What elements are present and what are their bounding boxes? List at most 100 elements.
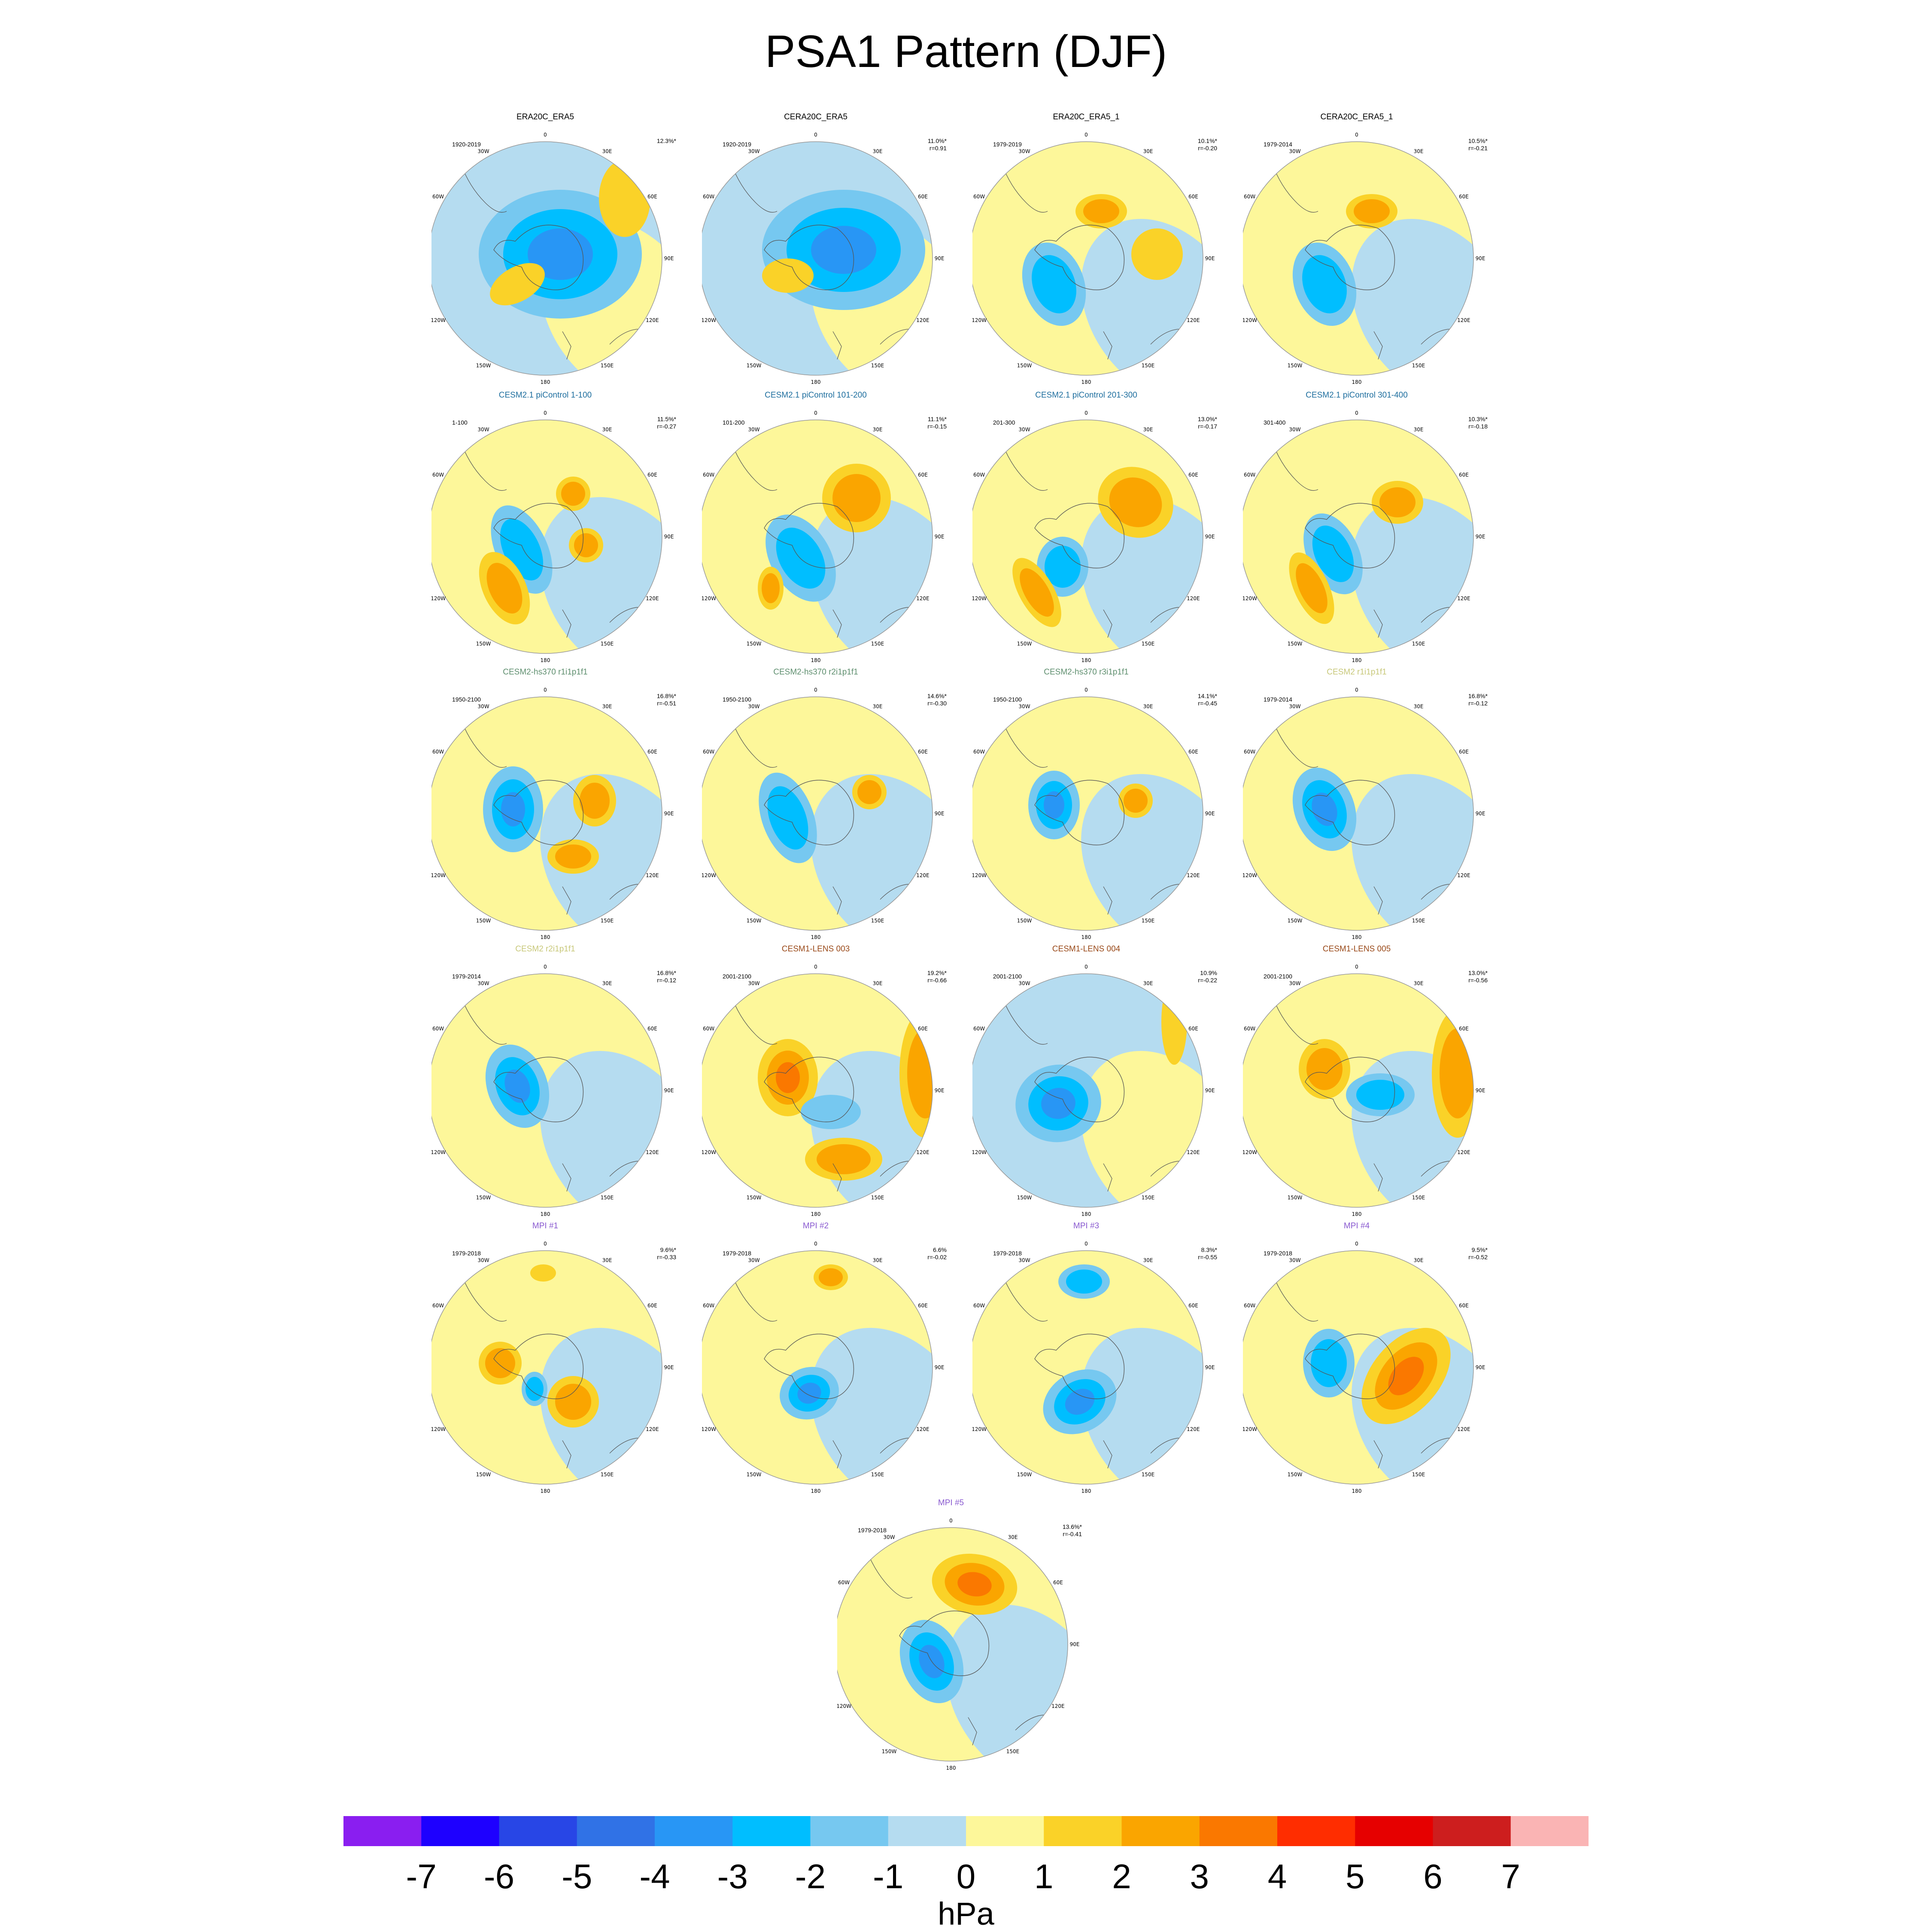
longitude-label: 90E bbox=[1205, 811, 1215, 817]
longitude-label: 30E bbox=[1143, 149, 1153, 155]
panel-title: ERA20C_ERA5 bbox=[516, 112, 574, 122]
antarctica-outline bbox=[764, 503, 854, 568]
longitude-label: 120E bbox=[1187, 595, 1200, 601]
map-boundary bbox=[702, 696, 933, 931]
longitude-label: 150E bbox=[1142, 641, 1155, 647]
anomaly-region bbox=[1081, 1051, 1203, 1207]
map-boundary bbox=[1243, 696, 1474, 931]
map-panel: 030E60E90E120E150E180150W120W90W60W30WCE… bbox=[1243, 391, 1509, 665]
longitude-label: 180 bbox=[1352, 379, 1362, 385]
panel-title: CESM2.1 piControl 1-100 bbox=[498, 391, 592, 400]
longitude-label: 150W bbox=[747, 1194, 762, 1200]
map-boundary bbox=[431, 1250, 662, 1485]
new-zealand-outline bbox=[1103, 331, 1112, 360]
longitude-label: 150W bbox=[882, 1748, 897, 1754]
panel-title: CESM2.1 piControl 301-400 bbox=[1306, 391, 1408, 400]
colorbar-swatch bbox=[1355, 1816, 1433, 1846]
longitude-label: 0 bbox=[814, 132, 817, 138]
longitude-label: 120W bbox=[431, 595, 446, 601]
polar-map: 030E60E90E120E150E180150W120W90W60W30W bbox=[1243, 132, 1485, 385]
longitude-label: 150W bbox=[1017, 1194, 1032, 1200]
antarctica-outline bbox=[493, 1057, 583, 1122]
longitude-label: 180 bbox=[1352, 657, 1362, 663]
longitude-label: 150W bbox=[476, 917, 491, 923]
new-zealand-outline bbox=[832, 609, 842, 638]
polar-map: 030E60E90E120E150E180150W120W90W60W30W bbox=[431, 132, 674, 385]
map-boundary bbox=[837, 1527, 1068, 1762]
map-panel: 030E60E90E120E150E180150W120W90W60W30WCE… bbox=[431, 668, 698, 942]
anomaly-region bbox=[1081, 1327, 1203, 1484]
longitude-label: 30W bbox=[748, 704, 759, 710]
longitude-label: 120W bbox=[1243, 317, 1257, 323]
negative-anomaly bbox=[526, 1377, 544, 1401]
longitude-label: 150W bbox=[1017, 917, 1032, 923]
longitude-label: 30W bbox=[748, 981, 759, 987]
longitude-label: 120E bbox=[1187, 1149, 1200, 1155]
longitude-label: 120E bbox=[646, 1149, 659, 1155]
panel-correlation: r=-0.12 bbox=[657, 977, 676, 984]
colorbar-tick-label: 1 bbox=[1034, 1857, 1054, 1896]
longitude-label: 30E bbox=[1008, 1534, 1018, 1540]
map-panel: 030E60E90E120E150E180150W120W90W60W30WCE… bbox=[972, 668, 1239, 942]
new-zealand-outline bbox=[1103, 1163, 1112, 1192]
panel-variance-explained: 11.1%* bbox=[927, 416, 947, 422]
colorbar-tick-label: -6 bbox=[483, 1857, 515, 1896]
longitude-label: 60W bbox=[703, 472, 714, 478]
map-panel: 030E60E90E120E150E180150W120W90W60W30WER… bbox=[972, 112, 1239, 387]
panel-correlation: r=-0.41 bbox=[1063, 1531, 1082, 1537]
longitude-label: 120E bbox=[916, 1426, 930, 1432]
antarctica-outline bbox=[764, 225, 854, 290]
longitude-label: 90E bbox=[1205, 255, 1215, 261]
longitude-label: 30E bbox=[602, 1258, 612, 1264]
longitude-label: 0 bbox=[1355, 132, 1358, 138]
negative-anomaly bbox=[1065, 1388, 1095, 1415]
longitude-label: 150W bbox=[1288, 1194, 1303, 1200]
longitude-label: 120E bbox=[1187, 872, 1200, 878]
panel-variance-explained: 19.2%* bbox=[927, 969, 947, 976]
longitude-label: 60E bbox=[1053, 1580, 1063, 1586]
map-panel: 030E60E90E120E150E180150W120W90W60W30WCE… bbox=[1243, 668, 1509, 942]
longitude-label: 60E bbox=[1459, 1303, 1469, 1309]
longitude-label: 60E bbox=[918, 194, 928, 200]
longitude-label: 60E bbox=[1459, 472, 1469, 478]
panel-period: 201-300 bbox=[993, 419, 1015, 426]
longitude-label: 60E bbox=[647, 749, 657, 755]
positive-anomaly bbox=[574, 533, 598, 557]
longitude-label: 150W bbox=[1017, 641, 1032, 647]
panel-period: 1979-2018 bbox=[452, 1250, 481, 1257]
longitude-label: 30W bbox=[1018, 1258, 1030, 1264]
longitude-label: 0 bbox=[1084, 687, 1088, 693]
panel-title: MPI #4 bbox=[1343, 1221, 1370, 1230]
negative-anomaly bbox=[1312, 793, 1337, 826]
longitude-label: 60W bbox=[1244, 472, 1255, 478]
longitude-label: 180 bbox=[811, 1488, 821, 1494]
map-panel: 030E60E90E120E150E180150W120W90W60W30WMP… bbox=[431, 1221, 698, 1496]
negative-anomaly bbox=[1356, 1080, 1404, 1110]
map-panel: 030E60E90E120E150E180150W120W90W60W30WCE… bbox=[702, 945, 968, 1219]
longitude-label: 90E bbox=[664, 1364, 674, 1370]
longitude-label: 90E bbox=[1476, 811, 1485, 817]
longitude-label: 60W bbox=[432, 1026, 444, 1032]
polar-map: 030E60E90E120E150E180150W120W90W60W30W bbox=[431, 410, 674, 663]
new-zealand-outline bbox=[832, 1440, 842, 1469]
panel-variance-explained: 10.5%* bbox=[1468, 137, 1488, 144]
colorbar-units: hPa bbox=[938, 1896, 994, 1932]
panel-title: MPI #3 bbox=[1073, 1221, 1100, 1230]
longitude-label: 0 bbox=[544, 687, 547, 693]
positive-anomaly bbox=[1109, 477, 1162, 527]
colorbar-swatch bbox=[1121, 1816, 1200, 1846]
panel-period: 1979-2014 bbox=[1264, 696, 1292, 703]
longitude-label: 0 bbox=[1084, 964, 1088, 970]
panel-correlation: r=-0.15 bbox=[927, 423, 947, 430]
longitude-label: 120E bbox=[1457, 1149, 1470, 1155]
longitude-label: 90E bbox=[664, 255, 674, 261]
longitude-label: 180 bbox=[541, 1488, 550, 1494]
longitude-label: 60E bbox=[918, 472, 928, 478]
longitude-label: 0 bbox=[544, 132, 547, 138]
longitude-label: 90E bbox=[664, 811, 674, 817]
new-zealand-outline bbox=[562, 1163, 571, 1192]
panel-variance-explained: 11.5%* bbox=[657, 416, 676, 422]
longitude-label: 150E bbox=[1412, 641, 1425, 647]
panel-variance-explained: 10.1%* bbox=[1197, 137, 1217, 144]
longitude-label: 90E bbox=[1476, 1088, 1485, 1094]
